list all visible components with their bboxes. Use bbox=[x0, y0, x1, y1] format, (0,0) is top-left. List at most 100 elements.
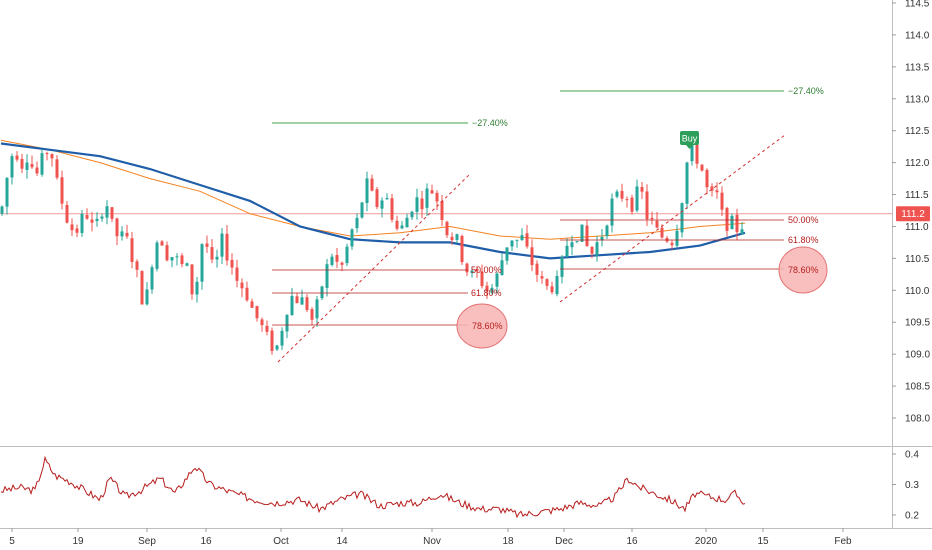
candle-body[interactable] bbox=[350, 229, 354, 247]
candle-body[interactable] bbox=[680, 203, 684, 233]
candle-body[interactable] bbox=[310, 309, 314, 320]
candle-body[interactable] bbox=[330, 256, 334, 266]
candle-body[interactable] bbox=[240, 282, 244, 289]
candle-body[interactable] bbox=[705, 169, 709, 188]
candle-body[interactable] bbox=[735, 214, 739, 233]
candle-body[interactable] bbox=[580, 224, 584, 242]
candle-body[interactable] bbox=[635, 186, 639, 211]
candle-body[interactable] bbox=[215, 256, 219, 260]
candle-body[interactable] bbox=[60, 177, 64, 204]
fib-a-target-circle[interactable] bbox=[456, 303, 508, 349]
candle-body[interactable] bbox=[120, 231, 124, 237]
candle-body[interactable] bbox=[35, 167, 39, 174]
candle-body[interactable] bbox=[40, 153, 44, 175]
candle-body[interactable] bbox=[675, 230, 679, 246]
candle-body[interactable] bbox=[185, 263, 189, 266]
candle-body[interactable] bbox=[650, 217, 654, 220]
candle-body[interactable] bbox=[470, 270, 474, 274]
candle-body[interactable] bbox=[245, 287, 249, 301]
candle-body[interactable] bbox=[250, 301, 254, 308]
candle-body[interactable] bbox=[290, 295, 294, 315]
candle-body[interactable] bbox=[15, 155, 19, 160]
candle-body[interactable] bbox=[175, 256, 179, 258]
candlestick-series[interactable] bbox=[0, 133, 744, 355]
candle-body[interactable] bbox=[140, 271, 144, 305]
candle-body[interactable] bbox=[640, 187, 644, 192]
candle-body[interactable] bbox=[660, 227, 664, 238]
candle-body[interactable] bbox=[610, 198, 614, 226]
candle-body[interactable] bbox=[555, 275, 559, 295]
candle-body[interactable] bbox=[560, 257, 564, 277]
candle-body[interactable] bbox=[670, 242, 674, 246]
candle-body[interactable] bbox=[105, 206, 109, 218]
candle-body[interactable] bbox=[335, 255, 339, 262]
candle-body[interactable] bbox=[565, 245, 569, 257]
buy-signal-badge[interactable] bbox=[680, 131, 699, 145]
candle-body[interactable] bbox=[440, 201, 444, 220]
candle-body[interactable] bbox=[445, 221, 449, 236]
candle-body[interactable] bbox=[500, 260, 504, 276]
candle-body[interactable] bbox=[465, 263, 469, 273]
candle-body[interactable] bbox=[490, 287, 494, 293]
candle-body[interactable] bbox=[505, 247, 509, 261]
candle-body[interactable] bbox=[265, 325, 269, 332]
candle-body[interactable] bbox=[530, 247, 534, 266]
candle-body[interactable] bbox=[190, 264, 194, 295]
candle-body[interactable] bbox=[620, 190, 624, 199]
candle-body[interactable] bbox=[645, 191, 649, 220]
candle-body[interactable] bbox=[10, 156, 14, 178]
candle-body[interactable] bbox=[570, 242, 574, 248]
candle-body[interactable] bbox=[115, 218, 119, 237]
candle-body[interactable] bbox=[100, 216, 104, 219]
candle-body[interactable] bbox=[625, 199, 629, 201]
candle-body[interactable] bbox=[75, 228, 79, 233]
candle-body[interactable] bbox=[225, 233, 229, 261]
candle-body[interactable] bbox=[520, 235, 524, 241]
candle-body[interactable] bbox=[5, 177, 9, 207]
fib-b-target-circle[interactable] bbox=[778, 246, 828, 294]
candle-body[interactable] bbox=[165, 245, 169, 261]
candle-body[interactable] bbox=[295, 296, 299, 304]
candle-body[interactable] bbox=[125, 232, 129, 237]
candle-body[interactable] bbox=[395, 220, 399, 229]
candle-body[interactable] bbox=[80, 214, 84, 233]
candle-body[interactable] bbox=[550, 286, 554, 293]
candle-body[interactable] bbox=[180, 255, 184, 265]
candle-body[interactable] bbox=[85, 214, 89, 219]
candle-body[interactable] bbox=[90, 219, 94, 223]
time-axis[interactable]: 5 19 Sep 16 Oct 14 Nov 18 Dec 16 2020 15 Feb bbox=[9, 528, 852, 547]
candle-body[interactable] bbox=[545, 279, 549, 286]
candle-body[interactable] bbox=[405, 217, 409, 228]
candle-body[interactable] bbox=[525, 233, 529, 247]
candle-body[interactable] bbox=[460, 235, 464, 263]
candle-body[interactable] bbox=[710, 186, 714, 191]
candle-body[interactable] bbox=[730, 215, 734, 230]
candle-body[interactable] bbox=[305, 297, 309, 311]
candle-body[interactable] bbox=[70, 224, 74, 231]
candle-body[interactable] bbox=[435, 192, 439, 202]
candle-body[interactable] bbox=[200, 244, 204, 282]
candle-body[interactable] bbox=[195, 281, 199, 295]
candle-body[interactable] bbox=[410, 211, 414, 218]
candle-body[interactable] bbox=[725, 207, 729, 231]
candle-body[interactable] bbox=[55, 159, 59, 178]
candle-body[interactable] bbox=[65, 204, 69, 223]
candle-body[interactable] bbox=[45, 153, 49, 155]
price-axis[interactable]: 108.0 108.5 109.0 109.5 110.0 110.5 111.0 111.5… bbox=[892, 0, 930, 425]
candle-body[interactable] bbox=[270, 330, 274, 352]
candle-body[interactable] bbox=[205, 243, 209, 247]
candle-body[interactable] bbox=[285, 314, 289, 332]
candle-body[interactable] bbox=[155, 242, 159, 269]
indicator-axis[interactable]: 0.2 0.3 0.4 bbox=[892, 450, 919, 522]
candle-body[interactable] bbox=[275, 345, 279, 350]
candle-body[interactable] bbox=[355, 217, 359, 229]
candle-body[interactable] bbox=[135, 261, 139, 270]
candle-body[interactable] bbox=[600, 236, 604, 241]
candle-body[interactable] bbox=[700, 164, 704, 171]
candle-body[interactable] bbox=[475, 269, 479, 272]
candle-body[interactable] bbox=[515, 239, 519, 241]
candle-body[interactable] bbox=[690, 142, 694, 162]
candle-body[interactable] bbox=[130, 238, 134, 262]
candle-body[interactable] bbox=[370, 178, 374, 191]
